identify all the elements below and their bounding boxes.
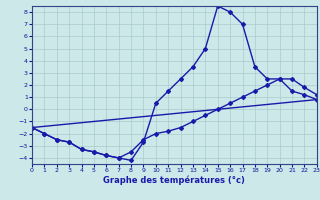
X-axis label: Graphe des températures (°c): Graphe des températures (°c) (103, 176, 245, 185)
